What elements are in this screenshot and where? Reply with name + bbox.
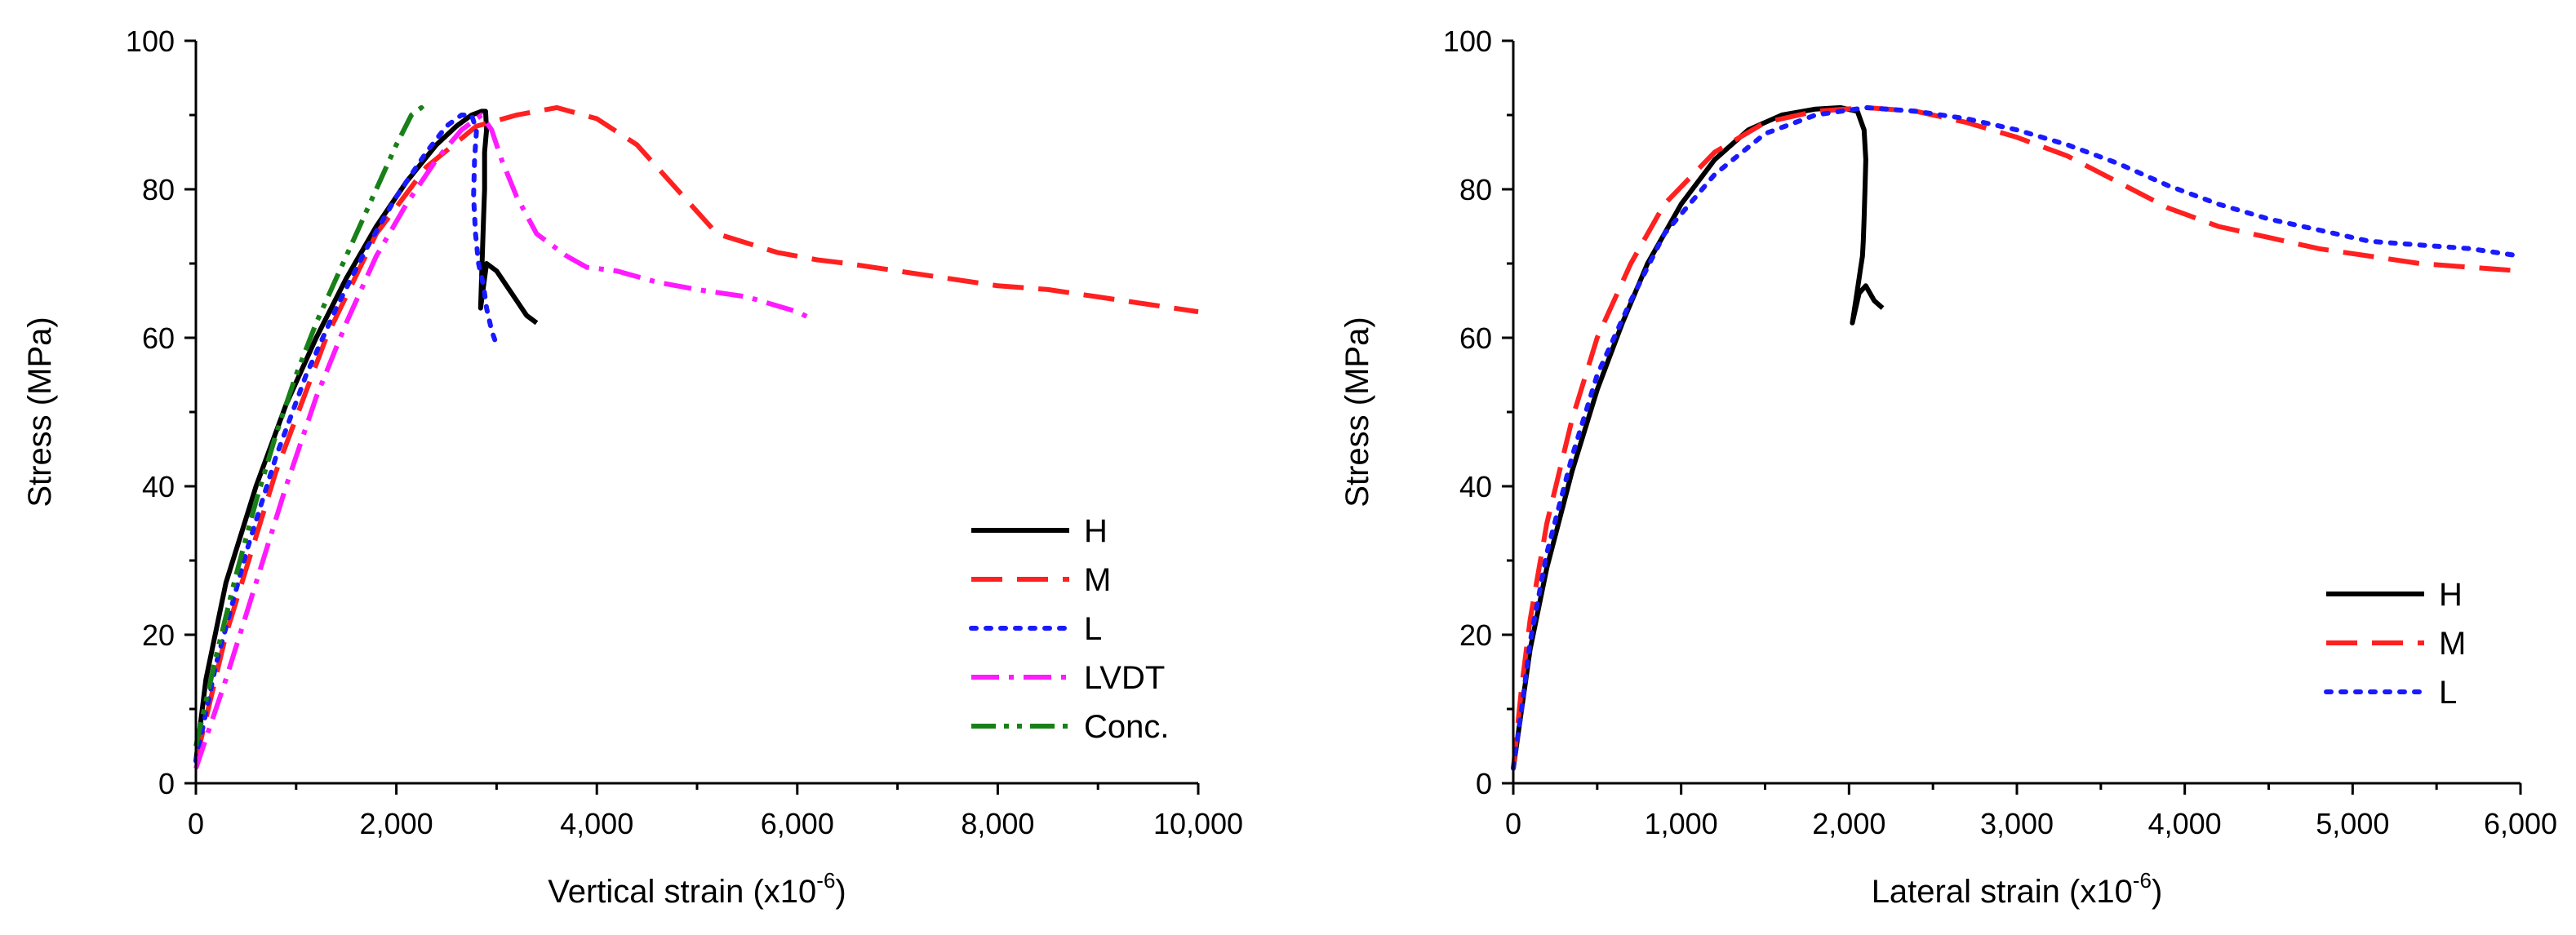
y-tick-label: 40 [142,470,175,503]
y-tick-label: 0 [1476,767,1492,800]
series-line-l [1511,104,2523,771]
y-axis-title: Stress (MPa) [1339,317,1375,507]
legend-label: L [1084,611,1102,647]
y-tick-label: 40 [1459,470,1492,503]
x-tick-label: 0 [188,807,204,840]
y-tick-label: 0 [158,767,175,800]
series-line-h [193,109,539,762]
y-tick-label: 20 [1459,618,1492,652]
x-tick-label: 1,000 [1645,807,1718,840]
x-tick-label: 0 [1505,807,1521,840]
legend-label: Conc. [1084,709,1170,745]
y-axis-title: Stress (MPa) [22,317,58,507]
x-tick-label: 2,000 [360,807,433,840]
x-tick-label: 2,000 [1812,807,1885,840]
y-tick-label: 20 [142,618,175,652]
legend-label: LVDT [1084,660,1165,696]
x-tick-label: 4,000 [560,807,633,840]
legend-label: M [1084,562,1111,598]
vertical-strain-panel: 0 20 40 60 80 100 0 2,000 4,000 6,000 8,000 10,000 V… [22,24,1243,910]
y-tick-label: 80 [142,173,175,206]
series-line-m [193,104,1199,762]
y-tick-label: 100 [1443,24,1492,58]
legend-label: H [2439,577,2463,613]
series-line-lvdt [193,113,814,769]
x-tick-label: 3,000 [1980,807,2054,840]
y-tick-label: 60 [1459,321,1492,355]
series-line-conc [193,104,429,747]
x-tick-label: 6,000 [2484,807,2557,840]
x-tick-label: 4,000 [2148,807,2222,840]
x-tick-label: 8,000 [961,807,1034,840]
x-axis-title: Vertical strain (x10-6) [548,868,846,910]
series-line-l [193,113,500,764]
x-axis-title: Lateral strain (x10-6) [1872,868,2163,910]
x-tick-label: 5,000 [2316,807,2389,840]
series-line-m [1511,104,2521,769]
y-tick-label: 60 [142,321,175,355]
lateral-strain-panel: 0 20 40 60 80 100 0 1,000 2,000 3,000 4,000 5,000 6,… [1339,24,2557,910]
y-tick-label: 100 [126,24,175,58]
x-tick-label: 10,000 [1153,807,1243,840]
legend-label: M [2439,626,2466,662]
y-tick-label: 80 [1459,173,1492,206]
legend-label: H [1084,513,1108,549]
x-tick-label: 6,000 [761,807,834,840]
legend-label: L [2439,675,2457,711]
